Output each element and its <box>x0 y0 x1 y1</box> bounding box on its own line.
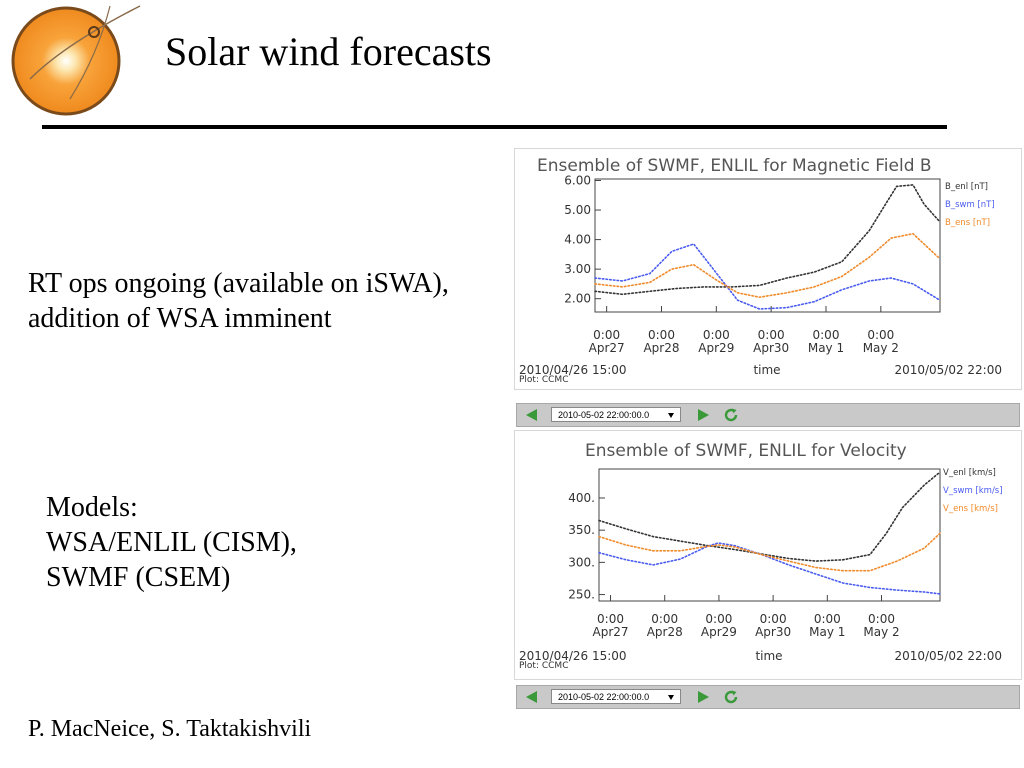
refresh-icon[interactable] <box>723 689 739 705</box>
models-block: Models: WSA/ENLIL (CISM), SWMF (CSEM) <box>46 490 446 595</box>
refresh-icon[interactable] <box>723 407 739 423</box>
previous-arrow-icon[interactable] <box>526 691 537 703</box>
series-line-ensemble <box>594 232 941 299</box>
series-line-enlil <box>598 471 941 562</box>
x-tick-label-time: 0:00 <box>705 612 732 626</box>
y-tick-label: 300. <box>568 555 595 569</box>
title-divider <box>42 125 947 129</box>
legend-entry: B_enl [nT] <box>945 182 988 192</box>
status-text: RT ops ongoing (available on iSWA), addi… <box>28 268 449 334</box>
chart-controls-1: 2010-05-02 22:00:00.0 <box>516 403 1020 427</box>
x-tick-label-time: 0:00 <box>651 612 678 626</box>
models-line-2: SWMF (CSEM) <box>46 562 231 593</box>
date-select-value: 2010-05-02 22:00:00.0 <box>558 692 650 702</box>
models-heading: Models: <box>46 492 138 523</box>
series-line-ensemble <box>598 532 941 572</box>
y-tick-label: 6.00 <box>564 173 591 187</box>
x-tick-label-time: 0:00 <box>813 328 840 342</box>
author-credit: P. MacNeice, S. Taktakishvili <box>28 716 312 742</box>
y-tick-label: 400. <box>568 491 595 505</box>
chart-title: Ensemble of SWMF, ENLIL for Velocity <box>585 441 907 461</box>
y-tick-label: 2.00 <box>564 292 591 306</box>
x-tick-label-date: May 2 <box>863 625 899 639</box>
x-tick-label-time: 0:00 <box>760 612 787 626</box>
velocity-chart-panel: Ensemble of SWMF, ENLIL for Velocity 250.… <box>514 430 1022 680</box>
chevron-down-icon <box>668 695 674 700</box>
y-tick-label: 250. <box>568 588 595 602</box>
next-arrow-icon[interactable] <box>698 691 709 703</box>
x-axis-title: time <box>753 363 780 377</box>
x-tick-label-date: May 1 <box>808 341 844 355</box>
x-axis-title: time <box>755 649 782 663</box>
x-tick-label-date: May 1 <box>809 625 845 639</box>
x-tick-label-date: May 2 <box>863 341 899 355</box>
x-tick-label-date: Apr29 <box>701 625 737 639</box>
x-tick-label-time: 0:00 <box>593 328 620 342</box>
legend-entry: V_swm [km/s] <box>943 486 1003 496</box>
end-time-label: 2010/05/02 22:00 <box>894 649 1002 663</box>
x-tick-label-time: 0:00 <box>703 328 730 342</box>
x-tick-label-date: Apr27 <box>593 625 629 639</box>
series-line-swmf <box>594 243 941 310</box>
y-tick-label: 350. <box>568 523 595 537</box>
legend-entry: V_enl [km/s] <box>943 468 996 478</box>
magnetic-field-chart: Ensemble of SWMF, ENLIL for Magnetic Fie… <box>519 156 1002 385</box>
date-select-1[interactable]: 2010-05-02 22:00:00.0 <box>551 407 681 422</box>
legend-entry: B_swm [nT] <box>945 200 995 210</box>
x-tick-label-time: 0:00 <box>867 328 894 342</box>
date-select-2[interactable]: 2010-05-02 22:00:00.0 <box>551 689 681 704</box>
plot-credit-label: Plot: CCMC <box>519 661 568 671</box>
y-tick-label: 4.00 <box>564 233 591 247</box>
start-time-label: 2010/04/26 15:00 <box>519 363 627 377</box>
end-time-label: 2010/05/02 22:00 <box>894 363 1002 377</box>
legend-entry: V_ens [km/s] <box>943 504 998 514</box>
date-select-value: 2010-05-02 22:00:00.0 <box>558 410 650 420</box>
x-tick-label-date: Apr28 <box>647 625 683 639</box>
chart-title: Ensemble of SWMF, ENLIL for Magnetic Fie… <box>537 156 932 176</box>
series-line-enlil <box>594 184 941 296</box>
plot-credit-label: Plot: CCMC <box>519 375 568 385</box>
x-tick-label-date: Apr30 <box>755 625 791 639</box>
previous-arrow-icon[interactable] <box>526 409 537 421</box>
plot-frame <box>598 468 941 602</box>
x-tick-label-time: 0:00 <box>758 328 785 342</box>
x-tick-label-date: Apr29 <box>698 341 734 355</box>
chevron-down-icon <box>668 413 674 418</box>
x-tick-label-time: 0:00 <box>868 612 895 626</box>
x-tick-label-time: 0:00 <box>597 612 624 626</box>
start-time-label: 2010/04/26 15:00 <box>519 649 627 663</box>
y-tick-label: 5.00 <box>564 203 591 217</box>
next-arrow-icon[interactable] <box>698 409 709 421</box>
velocity-chart: Ensemble of SWMF, ENLIL for Velocity 250.… <box>519 441 1003 671</box>
x-tick-label-time: 0:00 <box>648 328 675 342</box>
chart-controls-2: 2010-05-02 22:00:00.0 <box>516 685 1020 709</box>
x-tick-label-date: Apr28 <box>643 341 679 355</box>
magnetic-field-chart-panel: Ensemble of SWMF, ENLIL for Magnetic Fie… <box>514 148 1022 390</box>
slide-title: Solar wind forecasts <box>165 29 492 74</box>
y-tick-label: 3.00 <box>564 262 591 276</box>
legend-entry: B_ens [nT] <box>945 218 990 228</box>
x-tick-label-time: 0:00 <box>814 612 841 626</box>
models-line-1: WSA/ENLIL (CISM), <box>46 527 297 558</box>
plot-frame <box>594 178 941 313</box>
x-tick-label-date: Apr27 <box>589 341 625 355</box>
x-tick-label-date: Apr30 <box>753 341 789 355</box>
swa-logo <box>11 5 141 116</box>
